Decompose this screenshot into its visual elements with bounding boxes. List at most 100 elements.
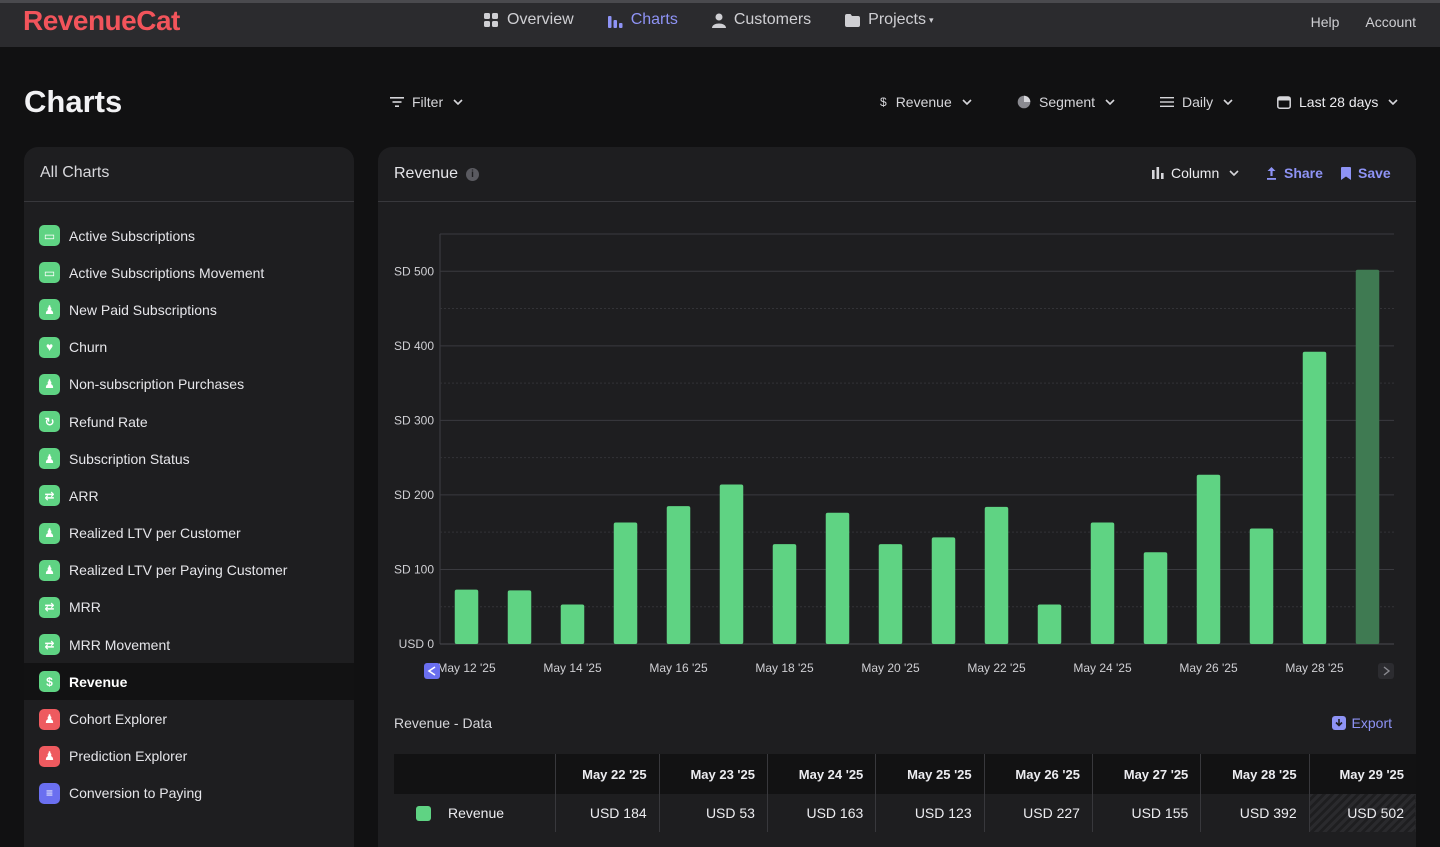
nav-overview[interactable]: Overview: [484, 11, 574, 29]
caret-down-icon: ▾: [928, 14, 934, 25]
sidebar-item-realized-ltv-per-customer[interactable]: ♟ Realized LTV per Customer: [24, 515, 354, 552]
filter-label: Filter: [412, 94, 444, 110]
table-cell: USD 227: [983, 794, 1093, 832]
segment-label: Segment: [1039, 94, 1096, 110]
save-button[interactable]: Save: [1341, 165, 1391, 181]
chevron-left-icon: [427, 666, 436, 676]
page-title: Charts: [24, 84, 123, 119]
pie-chart-icon: [1017, 95, 1031, 109]
chevron-down-icon: [1388, 99, 1398, 105]
bar-9[interactable]: [878, 544, 903, 644]
chart-title: Revenue i: [394, 165, 480, 183]
metric-dropdown[interactable]: $ Revenue: [880, 94, 972, 110]
cycle-icon: ⇄: [39, 596, 60, 618]
table-cell: USD 123: [875, 794, 985, 832]
segment-dropdown[interactable]: Segment: [1017, 94, 1115, 110]
chart-scroll-left-button[interactable]: [424, 663, 440, 679]
bar-12[interactable]: [1037, 604, 1062, 644]
share-button[interactable]: Share: [1266, 165, 1323, 181]
sidebar-item-arr[interactable]: ⇄ ARR: [24, 477, 354, 514]
nav-charts[interactable]: Charts: [607, 11, 678, 29]
bar-1[interactable]: [454, 589, 479, 644]
calendar-icon: [1277, 96, 1291, 109]
sidebar-item-active-subscriptions[interactable]: ▭ Active Subscriptions: [24, 217, 354, 254]
sidebar-item-new-paid-subscriptions[interactable]: ♟ New Paid Subscriptions: [24, 291, 354, 328]
x-tick-label: May 14 '25: [543, 661, 602, 675]
chart-scroll-right-button[interactable]: [1378, 663, 1394, 679]
sidebar-item-conversion-to-paying[interactable]: ≡ Conversion to Paying: [24, 775, 354, 812]
table-header-date: May 28 '25: [1200, 754, 1310, 794]
bar-7[interactable]: [772, 544, 797, 644]
bar-6[interactable]: [719, 484, 744, 644]
list-icon: [1160, 97, 1174, 107]
bar-10[interactable]: [931, 537, 956, 644]
save-label: Save: [1358, 165, 1391, 181]
dollar-icon: $: [880, 95, 887, 109]
chart-type-dropdown[interactable]: Column: [1152, 165, 1239, 181]
revenue-bar-chart: USD 0 SD 100 SD 200 SD 300 SD 400 SD 500 May 1…: [394, 233, 1394, 679]
help-link[interactable]: Help: [1310, 14, 1340, 30]
bar-15[interactable]: [1196, 474, 1221, 644]
main-nav: Overview Charts Customers Projects ▾: [484, 11, 968, 29]
sidebar-item-realized-ltv-per-paying-customer[interactable]: ♟ Realized LTV per Paying Customer: [24, 552, 354, 589]
table-header-empty: [394, 754, 556, 794]
calendar-icon: ▭: [39, 225, 60, 247]
sidebar-item-revenue[interactable]: $ Revenue: [24, 663, 354, 701]
bar-4[interactable]: [613, 522, 638, 644]
nav-customers[interactable]: Customers: [711, 11, 811, 29]
sidebar-item-label: Realized LTV per Customer: [69, 525, 241, 542]
export-button[interactable]: Export: [1331, 715, 1392, 731]
sidebar-item-prediction-explorer[interactable]: ♟ Prediction Explorer: [24, 738, 354, 775]
info-icon[interactable]: i: [466, 167, 480, 181]
x-tick-label: May 22 '25: [967, 661, 1026, 675]
chevron-down-icon: [1105, 99, 1115, 105]
x-tick-label: May 28 '25: [1285, 661, 1344, 675]
resolution-dropdown[interactable]: Daily: [1160, 94, 1233, 110]
sidebar-item-churn[interactable]: ♥ Churn: [24, 329, 354, 366]
bar-chart-icon: [607, 15, 623, 28]
x-tick-label: May 20 '25: [861, 661, 920, 675]
sidebar-item-label: Refund Rate: [69, 413, 148, 430]
refresh-icon: ↻: [39, 411, 60, 433]
broken-heart-icon: ♥: [39, 336, 60, 358]
grid-icon: [484, 12, 498, 27]
nav-projects[interactable]: Projects ▾: [845, 11, 934, 29]
account-link[interactable]: Account: [1365, 14, 1416, 30]
date-range-label: Last 28 days: [1299, 94, 1379, 110]
sidebar-item-label: Realized LTV per Paying Customer: [69, 562, 288, 579]
nav-right: Help Account: [1311, 14, 1416, 30]
filter-dropdown[interactable]: Filter: [390, 94, 463, 110]
sidebar-item-cohort-explorer[interactable]: ♟ Cohort Explorer: [24, 700, 354, 737]
table-cell: USD 53: [658, 794, 768, 832]
chart-list: ▭ Active Subscriptions ▭ Active Subscriptio…: [24, 202, 354, 812]
sidebar-item-label: Conversion to Paying: [69, 785, 203, 802]
sidebar-item-refund-rate[interactable]: ↻ Refund Rate: [24, 403, 354, 440]
top-nav: RevenueCat Overview Charts Customers Pro…: [0, 0, 1440, 47]
date-range-dropdown[interactable]: Last 28 days: [1277, 94, 1398, 110]
sidebar-item-non-subscription-purchases[interactable]: ♟ Non-subscription Purchases: [24, 366, 354, 403]
bar-16[interactable]: [1249, 528, 1274, 644]
bar-18[interactable]: [1355, 269, 1380, 644]
sidebar-item-subscription-status[interactable]: ♟ Subscription Status: [24, 440, 354, 477]
bar-8[interactable]: [825, 512, 850, 644]
revenuecat-logo[interactable]: RevenueCat: [23, 5, 180, 36]
bar-2[interactable]: [507, 590, 532, 644]
bar-17[interactable]: [1302, 351, 1327, 644]
sidebar-item-active-subscriptions-movement[interactable]: ▭ Active Subscriptions Movement: [24, 254, 354, 291]
bar-13[interactable]: [1090, 522, 1115, 644]
chevron-right-icon: [1383, 666, 1391, 676]
bookmark-icon: [1341, 166, 1351, 180]
person-add-icon: ♟: [39, 299, 60, 321]
table-header-date: May 25 '25: [875, 754, 985, 794]
sidebar-item-label: Subscription Status: [69, 450, 190, 467]
bar-11[interactable]: [984, 506, 1009, 644]
people-icon: ♟: [39, 745, 60, 767]
bar-3[interactable]: [560, 604, 585, 644]
sidebar-item-mrr[interactable]: ⇄ MRR: [24, 589, 354, 626]
x-tick-label: May 18 '25: [755, 661, 814, 675]
bar-5[interactable]: [666, 506, 691, 644]
sidebar-item-mrr-movement[interactable]: ⇄ MRR Movement: [24, 626, 354, 663]
y-tick-label: SD 300: [394, 413, 434, 427]
bar-14[interactable]: [1143, 552, 1168, 644]
export-label: Export: [1351, 715, 1392, 731]
